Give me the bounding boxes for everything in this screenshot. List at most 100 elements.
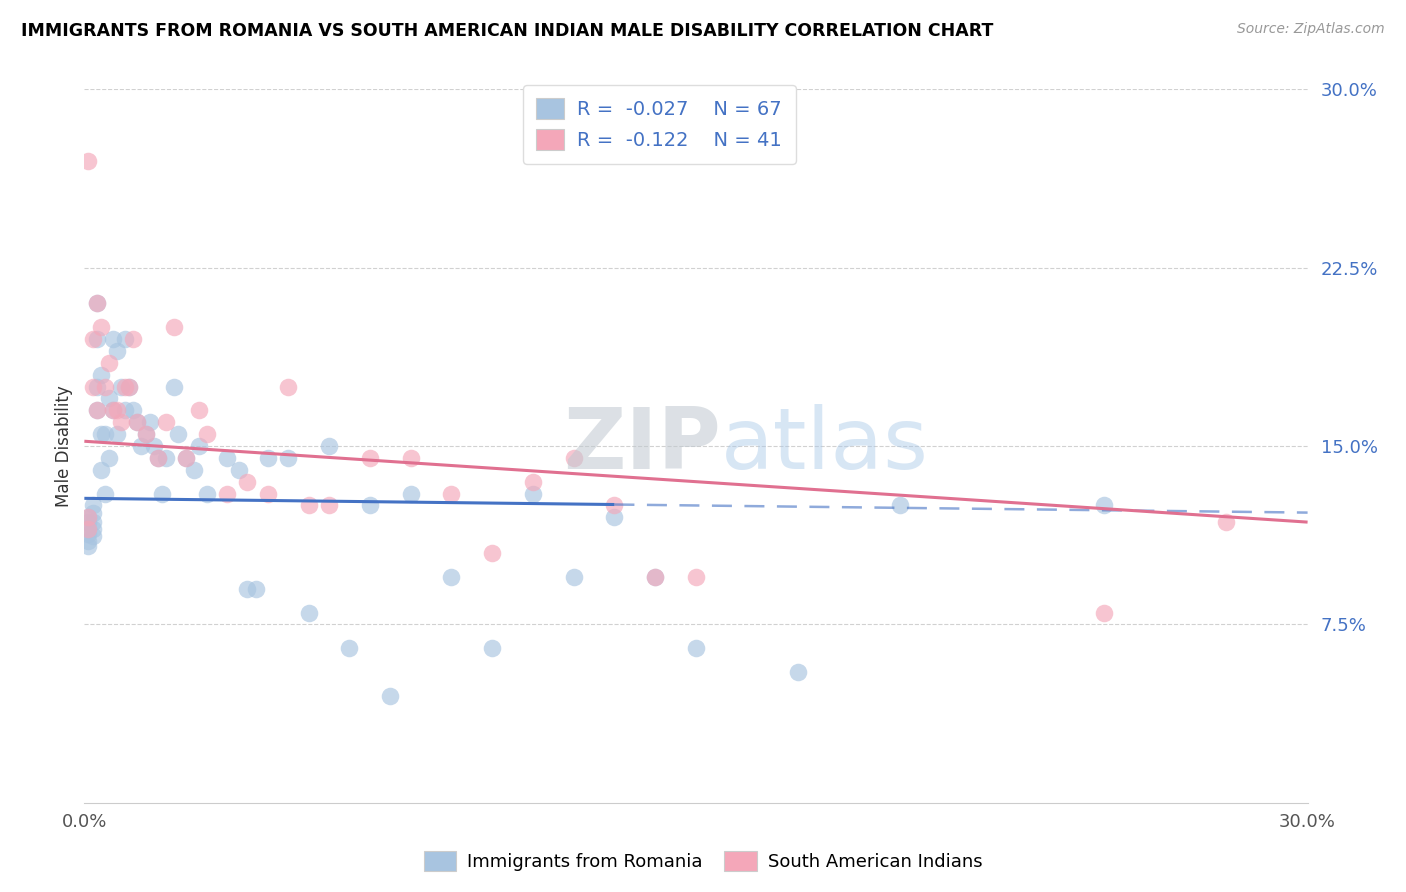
Point [228, 463, 250, 477]
Point [187, 403, 209, 417]
Point [787, 665, 810, 679]
Point [82, 506, 104, 520]
Point [122, 332, 145, 346]
Point [298, 499, 321, 513]
Point [685, 570, 707, 584]
Point [562, 570, 585, 584]
Point [174, 450, 197, 465]
Point [245, 582, 267, 596]
Point [82, 332, 104, 346]
Point [127, 415, 149, 429]
Point [163, 320, 186, 334]
Point [138, 415, 160, 429]
Y-axis label: Male Disability: Male Disability [55, 385, 73, 507]
Point [522, 475, 544, 489]
Point [236, 475, 259, 489]
Point [155, 415, 177, 429]
Point [82, 529, 104, 543]
Point [118, 379, 141, 393]
Point [150, 486, 173, 500]
Point [318, 499, 340, 513]
Text: ZIP: ZIP [562, 404, 720, 488]
Point [82, 379, 104, 393]
Text: atlas: atlas [720, 404, 928, 488]
Legend: Immigrants from Romania, South American Indians: Immigrants from Romania, South American … [416, 844, 990, 879]
Point [277, 450, 299, 465]
Point [131, 439, 153, 453]
Point [110, 379, 132, 393]
Point [93, 427, 115, 442]
Point [77, 510, 100, 524]
Point [187, 439, 209, 453]
Point [217, 486, 239, 500]
Point [77, 534, 100, 549]
Point [135, 427, 157, 442]
Text: IMMIGRANTS FROM ROMANIA VS SOUTH AMERICAN INDIAN MALE DISABILITY CORRELATION CHA: IMMIGRANTS FROM ROMANIA VS SOUTH AMERICA… [21, 22, 994, 40]
Point [90, 368, 112, 382]
Point [77, 510, 100, 524]
Point [318, 439, 340, 453]
Point [195, 427, 218, 442]
Point [1092, 499, 1115, 513]
Point [174, 450, 197, 465]
Point [603, 510, 626, 524]
Point [97, 450, 120, 465]
Point [135, 427, 157, 442]
Point [217, 450, 239, 465]
Point [440, 570, 463, 584]
Point [77, 522, 100, 536]
Point [440, 486, 463, 500]
Point [142, 439, 165, 453]
Point [257, 486, 280, 500]
Point [127, 415, 149, 429]
Point [86, 296, 108, 310]
Point [257, 450, 280, 465]
Point [86, 332, 108, 346]
Point [146, 450, 169, 465]
Point [359, 450, 381, 465]
Point [146, 450, 169, 465]
Point [86, 296, 108, 310]
Point [1215, 515, 1237, 529]
Point [399, 450, 422, 465]
Point [183, 463, 205, 477]
Point [163, 379, 186, 393]
Point [118, 379, 141, 393]
Point [195, 486, 218, 500]
Point [110, 415, 132, 429]
Point [236, 582, 259, 596]
Point [380, 689, 402, 703]
Point [90, 463, 112, 477]
Point [167, 427, 190, 442]
Point [1092, 606, 1115, 620]
Point [82, 499, 104, 513]
Point [86, 379, 108, 393]
Point [562, 450, 585, 465]
Point [90, 427, 112, 442]
Point [77, 515, 100, 529]
Point [481, 546, 503, 560]
Text: Source: ZipAtlas.com: Source: ZipAtlas.com [1237, 22, 1385, 37]
Point [97, 356, 120, 370]
Point [889, 499, 911, 513]
Point [101, 332, 124, 346]
Legend: R =  -0.027    N = 67, R =  -0.122    N = 41: R = -0.027 N = 67, R = -0.122 N = 41 [523, 85, 796, 164]
Point [93, 379, 115, 393]
Point [90, 320, 112, 334]
Point [101, 403, 124, 417]
Point [82, 515, 104, 529]
Point [97, 392, 120, 406]
Point [298, 606, 321, 620]
Point [86, 403, 108, 417]
Point [522, 486, 544, 500]
Point [101, 403, 124, 417]
Point [82, 522, 104, 536]
Point [481, 641, 503, 656]
Point [399, 486, 422, 500]
Point [77, 153, 100, 168]
Point [359, 499, 381, 513]
Point [86, 403, 108, 417]
Point [114, 403, 136, 417]
Point [603, 499, 626, 513]
Point [105, 427, 128, 442]
